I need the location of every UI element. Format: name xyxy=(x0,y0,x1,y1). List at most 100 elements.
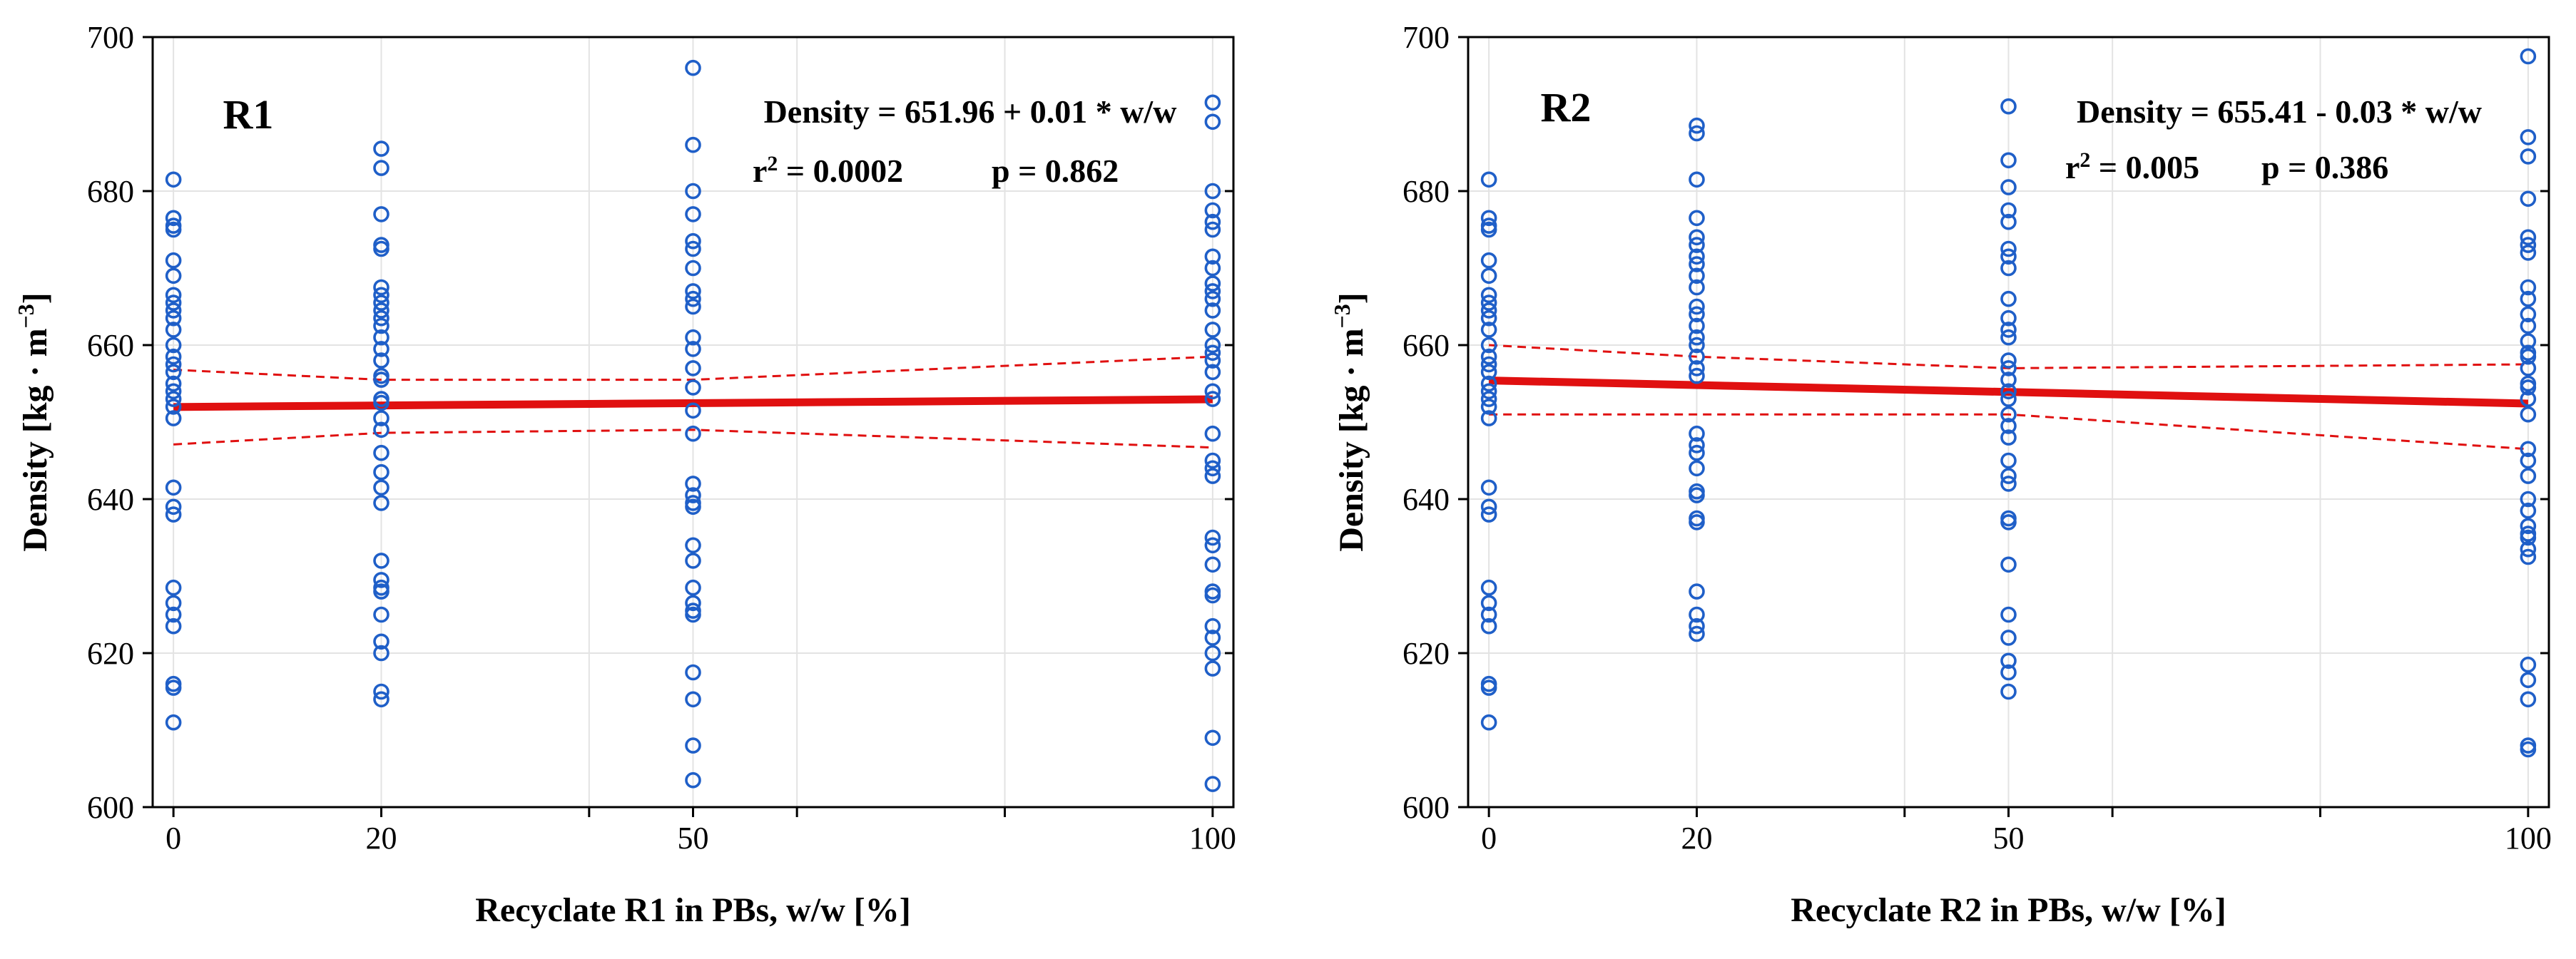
data-point xyxy=(1204,352,1221,369)
data-point xyxy=(1204,337,1221,354)
data-point xyxy=(1204,213,1221,230)
data-point xyxy=(2000,556,2017,573)
data-point xyxy=(2000,406,2017,423)
y-axis-title-close: ] xyxy=(1333,292,1370,304)
y-axis-title-text: Density [kg · m xyxy=(16,328,54,551)
data-point xyxy=(373,479,390,496)
r-squared-label: r2 = 0.005 xyxy=(2065,148,2199,186)
data-point xyxy=(685,476,701,492)
data-point xyxy=(165,322,182,338)
data-point xyxy=(2520,452,2537,469)
data-point xyxy=(1480,364,1497,381)
data-point xyxy=(1480,210,1497,227)
data-point xyxy=(1689,514,1705,530)
data-point xyxy=(165,479,182,496)
data-point xyxy=(2520,468,2537,484)
data-point xyxy=(2000,213,2017,230)
data-point xyxy=(685,232,701,250)
data-point xyxy=(685,402,701,419)
data-point xyxy=(2520,691,2537,708)
y-tick-label: 640 xyxy=(1402,482,1450,517)
y-axis-title: Density [kg · m−3] xyxy=(13,292,54,552)
data-point xyxy=(1480,294,1497,311)
data-point xyxy=(685,290,701,307)
data-point xyxy=(2000,652,2017,670)
data-point xyxy=(685,329,701,346)
data-point xyxy=(1204,529,1221,546)
data-point xyxy=(2520,348,2537,365)
data-point xyxy=(2520,290,2537,307)
data-point xyxy=(1480,356,1497,373)
data-point xyxy=(373,302,390,319)
data-point xyxy=(165,399,182,415)
data-point xyxy=(1204,275,1221,292)
data-point xyxy=(685,425,701,442)
data-point xyxy=(1204,322,1221,338)
x-axis-title: Recyclate R2 in PBs, w/w [%] xyxy=(1791,891,2226,929)
ticks: 0 20 50 100 600 620 640 660 680 700 xyxy=(1402,20,2552,856)
data-point xyxy=(1204,302,1221,319)
data-point xyxy=(1204,221,1221,238)
panel-label: R2 xyxy=(1541,84,1592,130)
data-point xyxy=(1689,279,1705,296)
data-point xyxy=(1480,267,1497,284)
data-point xyxy=(685,664,701,681)
data-point xyxy=(1689,125,1705,142)
r-squared-symbol: r xyxy=(753,153,767,189)
data-point xyxy=(2000,429,2017,446)
data-point xyxy=(1204,660,1221,677)
confidence-band-upper xyxy=(173,355,1213,381)
data-point xyxy=(1689,606,1705,623)
confidence-band-upper xyxy=(1489,344,2528,369)
data-point xyxy=(373,572,390,588)
data-point xyxy=(1204,587,1221,604)
y-tick-label: 700 xyxy=(87,20,134,55)
data-point xyxy=(1689,625,1705,642)
data-point xyxy=(1689,583,1705,600)
data-point xyxy=(685,341,701,357)
data-point xyxy=(373,287,390,304)
data-point xyxy=(165,617,182,635)
data-point xyxy=(2520,548,2537,565)
data-point xyxy=(2000,630,2017,646)
data-point xyxy=(1204,617,1221,635)
y-tick-label: 680 xyxy=(1402,174,1450,209)
data-point xyxy=(165,714,182,731)
data-point xyxy=(2520,129,2537,145)
y-axis-title-text: Density [kg · m xyxy=(1333,328,1370,551)
data-point xyxy=(165,364,182,381)
data-point xyxy=(685,360,701,376)
x-tick-label: 50 xyxy=(678,821,709,856)
data-point xyxy=(2520,491,2537,508)
data-point xyxy=(685,183,701,200)
confidence-band-lower xyxy=(1489,413,2528,451)
data-point xyxy=(685,537,701,554)
data-point xyxy=(165,221,182,238)
panel-2: 0 20 50 100 600 620 640 660 680 700 R2 Density = 65… xyxy=(1329,20,2552,929)
data-point xyxy=(2000,240,2017,257)
data-point xyxy=(1204,248,1221,265)
data-point xyxy=(165,391,182,407)
data-point xyxy=(1204,630,1221,646)
data-point xyxy=(165,356,182,373)
data-point xyxy=(1689,267,1705,284)
data-point xyxy=(165,498,182,516)
data-point xyxy=(165,302,182,319)
y-tick-label: 620 xyxy=(87,636,134,671)
data-point xyxy=(1204,452,1221,469)
data-point xyxy=(2520,279,2537,296)
data-point xyxy=(1689,306,1705,323)
data-point xyxy=(2000,260,2017,277)
data-point xyxy=(373,279,390,296)
data-point xyxy=(2520,190,2537,207)
confidence-band-lower xyxy=(173,429,1213,449)
data-point xyxy=(685,606,701,623)
data-point xyxy=(1480,337,1497,354)
data-point xyxy=(373,294,390,311)
data-point xyxy=(1689,444,1705,461)
data-point xyxy=(373,606,390,623)
data-point xyxy=(2520,237,2537,253)
data-point xyxy=(2520,148,2537,165)
data-point xyxy=(2520,502,2537,519)
r-squared-exponent: 2 xyxy=(2079,148,2090,172)
